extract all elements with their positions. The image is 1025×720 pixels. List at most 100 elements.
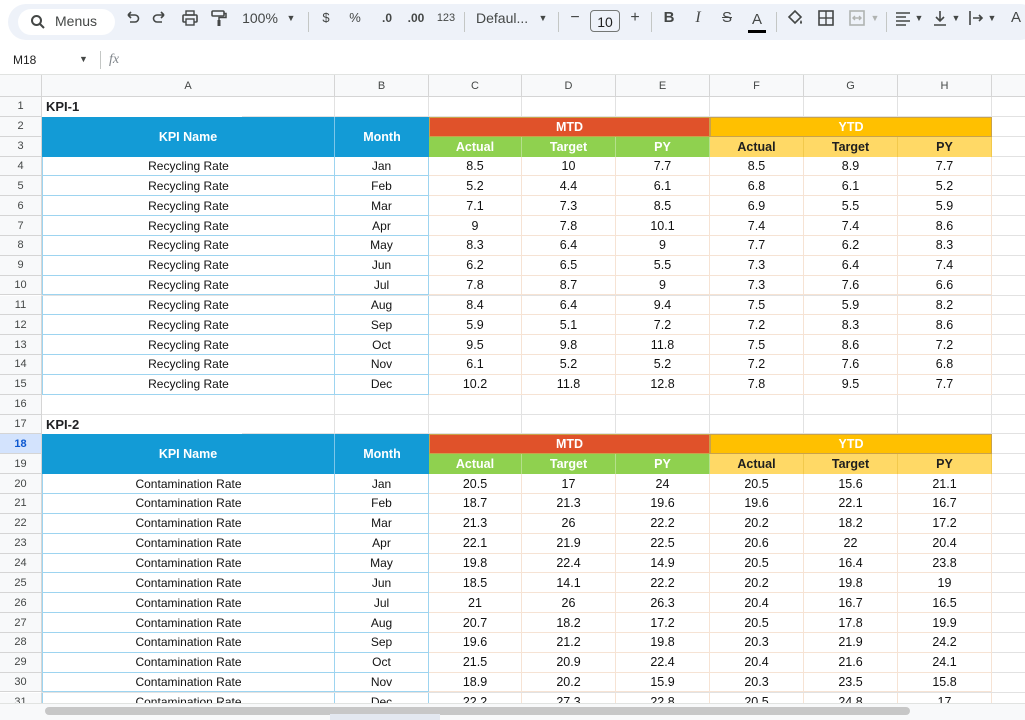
- value-cell[interactable]: 8.6: [804, 335, 898, 356]
- month-cell[interactable]: Nov: [335, 355, 429, 375]
- value-cell[interactable]: 10.1: [616, 216, 710, 236]
- value-cell[interactable]: 27.3: [522, 692, 616, 703]
- value-cell[interactable]: 7.4: [898, 255, 992, 276]
- value-cell[interactable]: 6.1: [804, 176, 898, 197]
- value-cell[interactable]: 22: [804, 533, 898, 554]
- value-cell[interactable]: 21.3: [522, 494, 616, 514]
- kpi-name-cell[interactable]: Contamination Rate: [42, 513, 335, 534]
- value-cell[interactable]: 6.1: [429, 355, 522, 375]
- kpi-name-cell[interactable]: Recycling Rate: [42, 216, 335, 236]
- value-cell[interactable]: 14.1: [522, 573, 616, 594]
- font-size-increase[interactable]: +: [630, 9, 640, 26]
- currency-format[interactable]: $: [322, 10, 330, 25]
- value-cell[interactable]: 21.1: [898, 474, 992, 494]
- number-format[interactable]: 123: [436, 12, 456, 24]
- kpi-name-cell[interactable]: Contamination Rate: [42, 553, 335, 574]
- value-cell[interactable]: 11.8: [616, 335, 710, 356]
- month-cell[interactable]: Jun: [335, 255, 429, 276]
- kpi-name-cell[interactable]: Contamination Rate: [42, 474, 335, 494]
- value-cell[interactable]: 19.9: [898, 613, 992, 633]
- row-header[interactable]: 20: [0, 474, 42, 494]
- value-cell[interactable]: 21.6: [804, 652, 898, 673]
- kpi-name-cell[interactable]: Contamination Rate: [42, 494, 335, 514]
- value-cell[interactable]: 8.6: [898, 315, 992, 336]
- kpi-name-cell[interactable]: Contamination Rate: [42, 593, 335, 614]
- value-cell[interactable]: 5.5: [616, 255, 710, 276]
- row-header[interactable]: 26: [0, 593, 42, 614]
- value-cell[interactable]: 17: [898, 692, 992, 703]
- kpi-name-cell[interactable]: Contamination Rate: [42, 533, 335, 554]
- undo[interactable]: [124, 0, 140, 36]
- month-cell[interactable]: Sep: [335, 315, 429, 336]
- value-cell[interactable]: 9.5: [429, 335, 522, 356]
- value-cell[interactable]: 9: [616, 235, 710, 256]
- kpi-name-cell[interactable]: Recycling Rate: [42, 374, 335, 395]
- value-cell[interactable]: 8.3: [804, 315, 898, 336]
- row-header[interactable]: 11: [0, 295, 42, 316]
- value-cell[interactable]: 5.2: [522, 355, 616, 375]
- value-cell[interactable]: 18.2: [522, 613, 616, 633]
- value-cell[interactable]: 6.5: [522, 255, 616, 276]
- row-header[interactable]: 29: [0, 652, 42, 673]
- name-box-dropdown[interactable]: ▼: [79, 54, 88, 64]
- month-cell[interactable]: Jul: [335, 593, 429, 614]
- row-header[interactable]: 21: [0, 494, 42, 514]
- value-cell[interactable]: 19.8: [616, 632, 710, 653]
- month-cell[interactable]: May: [335, 553, 429, 574]
- value-cell[interactable]: 6.2: [804, 235, 898, 256]
- value-cell[interactable]: 7.5: [710, 335, 804, 356]
- row-header[interactable]: 30: [0, 672, 42, 693]
- value-cell[interactable]: 17.2: [616, 613, 710, 633]
- value-cell[interactable]: 8.2: [898, 295, 992, 316]
- value-cell[interactable]: 7.7: [898, 374, 992, 395]
- value-cell[interactable]: 17.2: [898, 513, 992, 534]
- value-cell[interactable]: 8.6: [898, 216, 992, 236]
- row-header[interactable]: 6: [0, 196, 42, 217]
- value-cell[interactable]: 19.6: [616, 494, 710, 514]
- value-cell[interactable]: 22.4: [522, 553, 616, 574]
- month-cell[interactable]: Mar: [335, 196, 429, 217]
- value-cell[interactable]: 7.7: [898, 156, 992, 177]
- text-wrapping[interactable]: [967, 0, 985, 36]
- font-size[interactable]: 10: [590, 10, 620, 32]
- kpi-name-cell[interactable]: Recycling Rate: [42, 355, 335, 375]
- wrap-dropdown[interactable]: ▼: [987, 13, 997, 23]
- value-cell[interactable]: 11.8: [522, 374, 616, 395]
- kpi-name-cell[interactable]: Contamination Rate: [42, 613, 335, 633]
- value-cell[interactable]: 20.3: [710, 632, 804, 653]
- value-cell[interactable]: 20.4: [898, 533, 992, 554]
- value-cell[interactable]: 20.2: [710, 573, 804, 594]
- value-cell[interactable]: 6.1: [616, 176, 710, 197]
- value-cell[interactable]: 20.5: [710, 692, 804, 703]
- value-cell[interactable]: 21.5: [429, 652, 522, 673]
- value-cell[interactable]: 22.1: [804, 494, 898, 514]
- font-family[interactable]: Defaul...: [476, 10, 529, 26]
- row-header[interactable]: 31: [0, 692, 42, 703]
- value-cell[interactable]: 5.5: [804, 196, 898, 217]
- row-header[interactable]: 7: [0, 216, 42, 236]
- value-cell[interactable]: 7.8: [429, 275, 522, 296]
- value-cell[interactable]: 20.9: [522, 652, 616, 673]
- value-cell[interactable]: 8.5: [616, 196, 710, 217]
- kpi-name-cell[interactable]: Recycling Rate: [42, 335, 335, 356]
- kpi-name-cell[interactable]: Contamination Rate: [42, 652, 335, 673]
- row-header[interactable]: 14: [0, 355, 42, 375]
- value-cell[interactable]: 18.2: [804, 513, 898, 534]
- increase-decimal[interactable]: .00: [407, 11, 425, 25]
- value-cell[interactable]: 7.8: [522, 216, 616, 236]
- value-cell[interactable]: 7.2: [710, 315, 804, 336]
- value-cell[interactable]: 21.3: [429, 513, 522, 534]
- value-cell[interactable]: 9.4: [616, 295, 710, 316]
- row-header[interactable]: 16: [0, 394, 42, 415]
- kpi-name-cell[interactable]: Recycling Rate: [42, 315, 335, 336]
- month-cell[interactable]: Aug: [335, 295, 429, 316]
- month-cell[interactable]: Jan: [335, 156, 429, 177]
- value-cell[interactable]: 7.8: [710, 374, 804, 395]
- merge-cells[interactable]: [848, 0, 866, 36]
- row-header[interactable]: 8: [0, 235, 42, 256]
- column-header[interactable]: A: [42, 75, 335, 97]
- column-header[interactable]: C: [429, 75, 522, 97]
- row-header[interactable]: 25: [0, 573, 42, 594]
- value-cell[interactable]: 23.8: [898, 553, 992, 574]
- value-cell[interactable]: 7.5: [710, 295, 804, 316]
